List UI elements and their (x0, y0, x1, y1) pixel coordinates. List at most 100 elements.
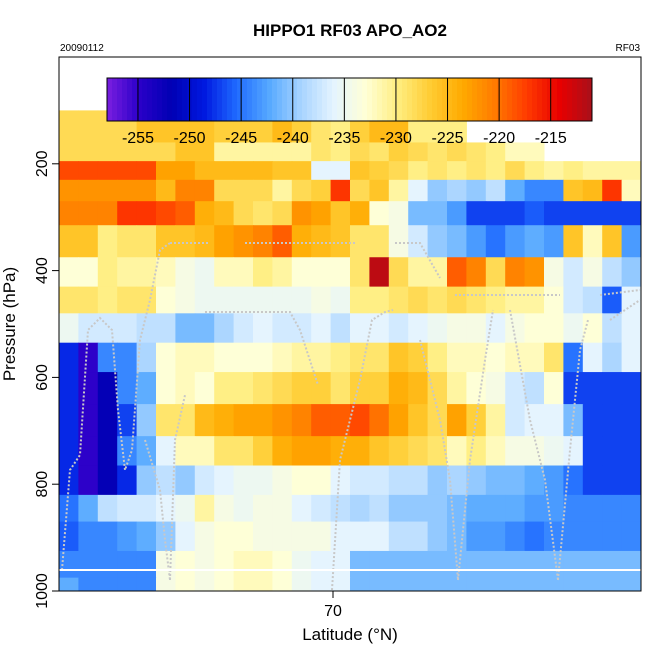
heatmap-cell (194, 342, 215, 373)
heatmap-cell (311, 465, 332, 496)
heatmap-cell (505, 313, 526, 344)
heatmap-cell (602, 404, 623, 437)
heatmap-cell (97, 142, 118, 162)
heatmap-cell (466, 342, 487, 373)
heatmap-cell (369, 494, 390, 523)
heatmap-cell (59, 521, 79, 552)
heatmap-cell (544, 436, 564, 467)
colorbar-swatch (357, 78, 363, 121)
heatmap-cell (59, 372, 79, 405)
colorbar-tick-label: -215 (535, 130, 567, 147)
heatmap-cell (563, 286, 584, 314)
heatmap-cell (253, 342, 273, 373)
heatmap-cell (524, 179, 545, 202)
colorbar-swatch (567, 78, 573, 121)
heatmap-cell (466, 225, 487, 258)
heatmap-cell (485, 286, 506, 314)
heatmap-cell (233, 201, 254, 226)
colorbar-swatch (267, 78, 273, 121)
heatmap-cell (175, 436, 196, 467)
heatmap-cell (485, 521, 506, 552)
heatmap-cell (194, 313, 215, 344)
heatmap-cell (408, 521, 429, 552)
colorbar-swatch (392, 78, 398, 121)
heatmap-cell (485, 404, 506, 437)
heatmap-cell (505, 201, 526, 226)
heatmap-cell (466, 257, 487, 288)
heatmap-cell (78, 494, 99, 523)
heatmap-cell (97, 225, 118, 258)
colorbar-swatch (532, 78, 538, 121)
heatmap-cell (272, 372, 293, 405)
heatmap-cell (388, 179, 409, 202)
colorbar-tick-label: -225 (432, 130, 464, 147)
heatmap-cell (59, 577, 79, 592)
heatmap-cell (253, 286, 273, 314)
heatmap-cell (330, 436, 351, 467)
heatmap-cell (156, 257, 176, 288)
heatmap-cell (369, 313, 390, 344)
colorbar-swatch (447, 78, 453, 121)
heatmap-cell (330, 494, 351, 523)
heatmap-cell (59, 257, 79, 288)
heatmap-cell (311, 286, 332, 314)
y-axis-label: Pressure (hPa) (0, 267, 19, 381)
heatmap-cell (330, 521, 351, 552)
heatmap-cell (447, 286, 467, 314)
heatmap-cell (350, 142, 370, 162)
heatmap-cell (621, 404, 642, 437)
heatmap-cell (194, 179, 215, 202)
heatmap-cell (156, 313, 176, 344)
heatmap-cell (505, 372, 526, 405)
heatmap-cell (563, 521, 584, 552)
flight-track-line (395, 242, 441, 279)
colorbar-swatch (457, 78, 463, 121)
heatmap-cell (272, 494, 293, 523)
heatmap-cell (136, 372, 157, 405)
heatmap-cell (447, 142, 467, 162)
heatmap-cell (272, 436, 293, 467)
heatmap-cell (408, 161, 429, 181)
colorbar-tick-label: -240 (277, 130, 309, 147)
heatmap-cell (350, 257, 370, 288)
heatmap-cell (563, 342, 584, 373)
heatmap-cell (408, 550, 429, 579)
colorbar-swatch (467, 78, 473, 121)
heatmap-cell (602, 521, 623, 552)
heatmap-cell (194, 550, 215, 579)
heatmap-cell (175, 521, 196, 552)
heatmap-cell (156, 225, 176, 258)
heatmap-cell (388, 286, 409, 314)
heatmap-cell (272, 257, 293, 288)
heatmap-cell (447, 465, 467, 496)
heatmap-cell (388, 257, 409, 288)
heatmap-cell (311, 404, 332, 437)
heatmap-cell (156, 436, 176, 467)
heatmap-cell (427, 372, 448, 405)
heatmap-cell (291, 465, 312, 496)
plot-frame (58, 56, 642, 592)
heatmap-cell (272, 161, 293, 181)
heatmap-cell (233, 257, 254, 288)
colorbar-swatch (122, 78, 128, 121)
heatmap-cell (369, 577, 390, 592)
heatmap-cell (485, 372, 506, 405)
heatmap-cell (233, 436, 254, 467)
heatmap-cell (59, 142, 79, 162)
heatmap-cell (175, 142, 196, 162)
heatmap-cell (369, 342, 390, 373)
heatmap-cell (621, 313, 642, 344)
heatmap-cell (78, 465, 99, 496)
heatmap-cell (253, 404, 273, 437)
heatmap-cell (427, 577, 448, 592)
heatmap-cell (485, 494, 506, 523)
heatmap-cell (330, 372, 351, 405)
heatmap-cell (621, 257, 642, 288)
heatmap-cell (505, 550, 526, 579)
heatmap-cell (136, 313, 157, 344)
heatmap-cell (350, 494, 370, 523)
heatmap-cell (233, 404, 254, 437)
colorbar-swatch (162, 78, 168, 121)
heatmap-cell (350, 201, 370, 226)
heatmap-cell (291, 142, 312, 162)
